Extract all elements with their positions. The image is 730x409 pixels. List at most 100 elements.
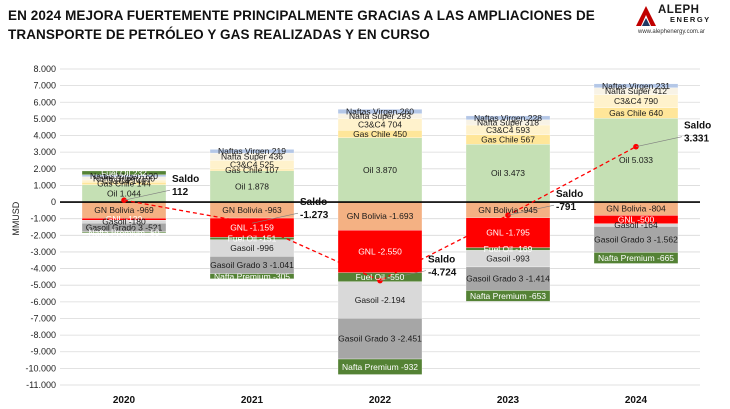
data-label: Naftas Virgen 228 [474, 113, 542, 123]
data-label: Gasoil Grado 3 -1.041 [210, 260, 294, 270]
bar-gnl-2023 [465, 217, 551, 248]
data-label: Fuel Oil -151 [228, 234, 277, 244]
data-label: GNL -120 [106, 214, 143, 224]
data-label: Oil 1.878 [235, 181, 269, 191]
saldo-leader-line [507, 204, 555, 216]
data-label: Gasoil Grado 3 -1.562 [594, 234, 678, 244]
data-label: Nafta Premium -305 [214, 271, 290, 281]
saldo-label-name: Saldo [428, 255, 455, 266]
y-tick-label: -2.000 [30, 230, 56, 240]
bar-nafta-premium-2020 [81, 231, 167, 233]
data-label: Fuel Oil 232 [101, 168, 147, 178]
bar-gasoil-grado-3-2024 [593, 226, 679, 253]
y-tick-label: 6.000 [33, 97, 56, 107]
data-label: Oil 3.473 [491, 168, 525, 178]
bar-gn-bolivia-2022 [337, 201, 423, 231]
bar-oil-2021 [209, 170, 295, 203]
data-label: GN Bolivia -945 [478, 205, 538, 215]
bar-nafta-premium-2023 [465, 290, 551, 302]
data-label: Gasoil Grado 3 -1.414 [466, 274, 550, 284]
x-tick-label: 2023 [497, 395, 520, 406]
bar-fuel-oil-2020 [81, 170, 167, 175]
data-label: Gasoil -993 [486, 254, 530, 264]
y-tick-label: -9.000 [30, 347, 56, 357]
data-label: GN Bolivia -804 [606, 204, 666, 214]
x-tick-label: 2021 [241, 395, 264, 406]
data-label: Nafta Super 318 [477, 117, 539, 127]
data-label: Fuel Oil -169 [484, 244, 533, 254]
y-tick-label: -10.000 [25, 363, 56, 373]
data-label: GN Bolivia -963 [222, 205, 282, 215]
data-label: C3&C4 593 [486, 125, 530, 135]
saldo-leader-line [251, 212, 299, 224]
data-label: GN Bolivia -969 [94, 205, 154, 215]
saldo-point [377, 277, 383, 284]
data-label: Naftas Virgen 219 [218, 146, 286, 156]
data-label: C3&C4 140 [102, 176, 146, 186]
saldo-leader-line [635, 136, 683, 147]
y-tick-label: -3.000 [30, 247, 56, 257]
saldo-label-value: -4.724 [428, 268, 457, 279]
bar-nafta-premium-2022 [337, 358, 423, 375]
data-label: Gas Chile 107 [225, 165, 279, 175]
bar-gasoil-grado-3-2022 [337, 318, 423, 360]
bar-naftas-virgen-2021 [209, 149, 295, 154]
y-tick-label: 3.000 [33, 147, 56, 157]
bar-naftas-virgen-2024 [593, 83, 679, 88]
saldo-label-value: 112 [172, 187, 189, 198]
bar-gnl-2022 [337, 230, 423, 273]
data-label: Gasoil Grado 3 -521 [86, 222, 163, 232]
data-label: Gas Chile 450 [353, 129, 407, 139]
y-axis-label: MMUSD [11, 201, 21, 235]
saldo-label-name: Saldo [556, 189, 583, 200]
bar-segments [81, 83, 679, 375]
data-label: GNL -1.795 [486, 228, 530, 238]
data-label: Oil 1.044 [107, 188, 141, 198]
data-label: Gasoil Grado 3 -2.451 [338, 334, 422, 344]
y-tick-label: -4.000 [30, 264, 56, 274]
data-label: Fuel Oil -550 [356, 272, 405, 282]
data-label: Naftas Virgen 120 [90, 171, 158, 181]
saldo-line [121, 136, 683, 284]
data-label: Gasoil -2.194 [355, 295, 406, 305]
y-tick-label: 7.000 [33, 81, 56, 91]
data-label: Oil 3.870 [363, 165, 397, 175]
x-tick-label: 2022 [369, 395, 392, 406]
bar-nafta-premium-2021 [209, 273, 295, 279]
y-tick-label: 0 [51, 197, 56, 207]
data-label: Oil 5.033 [619, 155, 653, 165]
data-label: Gas Chile 567 [481, 135, 535, 145]
data-label: Nafta Super 293 [349, 111, 411, 121]
saldo-label-name: Saldo [172, 174, 199, 185]
saldo-label-name: Saldo [300, 197, 327, 208]
data-label: Gasoil -180 [102, 217, 146, 227]
data-label: Nafta Super 436 [221, 152, 283, 162]
y-tick-label: -6.000 [30, 297, 56, 307]
y-tick-label: 4.000 [33, 131, 56, 141]
data-label: Naftas Virgen 260 [346, 106, 414, 116]
bar-naftas-virgen-2022 [337, 109, 423, 114]
bar-naftas-virgen-2023 [465, 115, 551, 120]
data-label: C3&C4 790 [614, 96, 658, 106]
y-tick-label: 5.000 [33, 114, 56, 124]
data-label: Naftas Virgen 231 [602, 81, 670, 91]
saldo-label-value: 3.331 [684, 134, 709, 145]
data-label: Gas Chile 640 [609, 108, 663, 118]
bar-gasoil-2022 [337, 281, 423, 319]
saldo-label-value: -791 [556, 202, 576, 213]
data-label: Nafta Premium -59 [88, 227, 160, 237]
data-label: Gasoil -996 [230, 243, 274, 253]
bar-oil-2022 [337, 137, 423, 203]
data-label: GNL -2.550 [358, 246, 402, 256]
y-tick-label: -5.000 [30, 280, 56, 290]
data-label: C3&C4 704 [358, 119, 402, 129]
saldo-label-value: -1.273 [300, 210, 329, 221]
saldo-leader-line [379, 270, 427, 281]
logo-name: ALEPH [658, 4, 700, 16]
bar-oil-2023 [465, 144, 551, 203]
data-label: Nafta Premium -665 [598, 253, 674, 263]
data-label: Nafta Premium -932 [342, 362, 418, 372]
